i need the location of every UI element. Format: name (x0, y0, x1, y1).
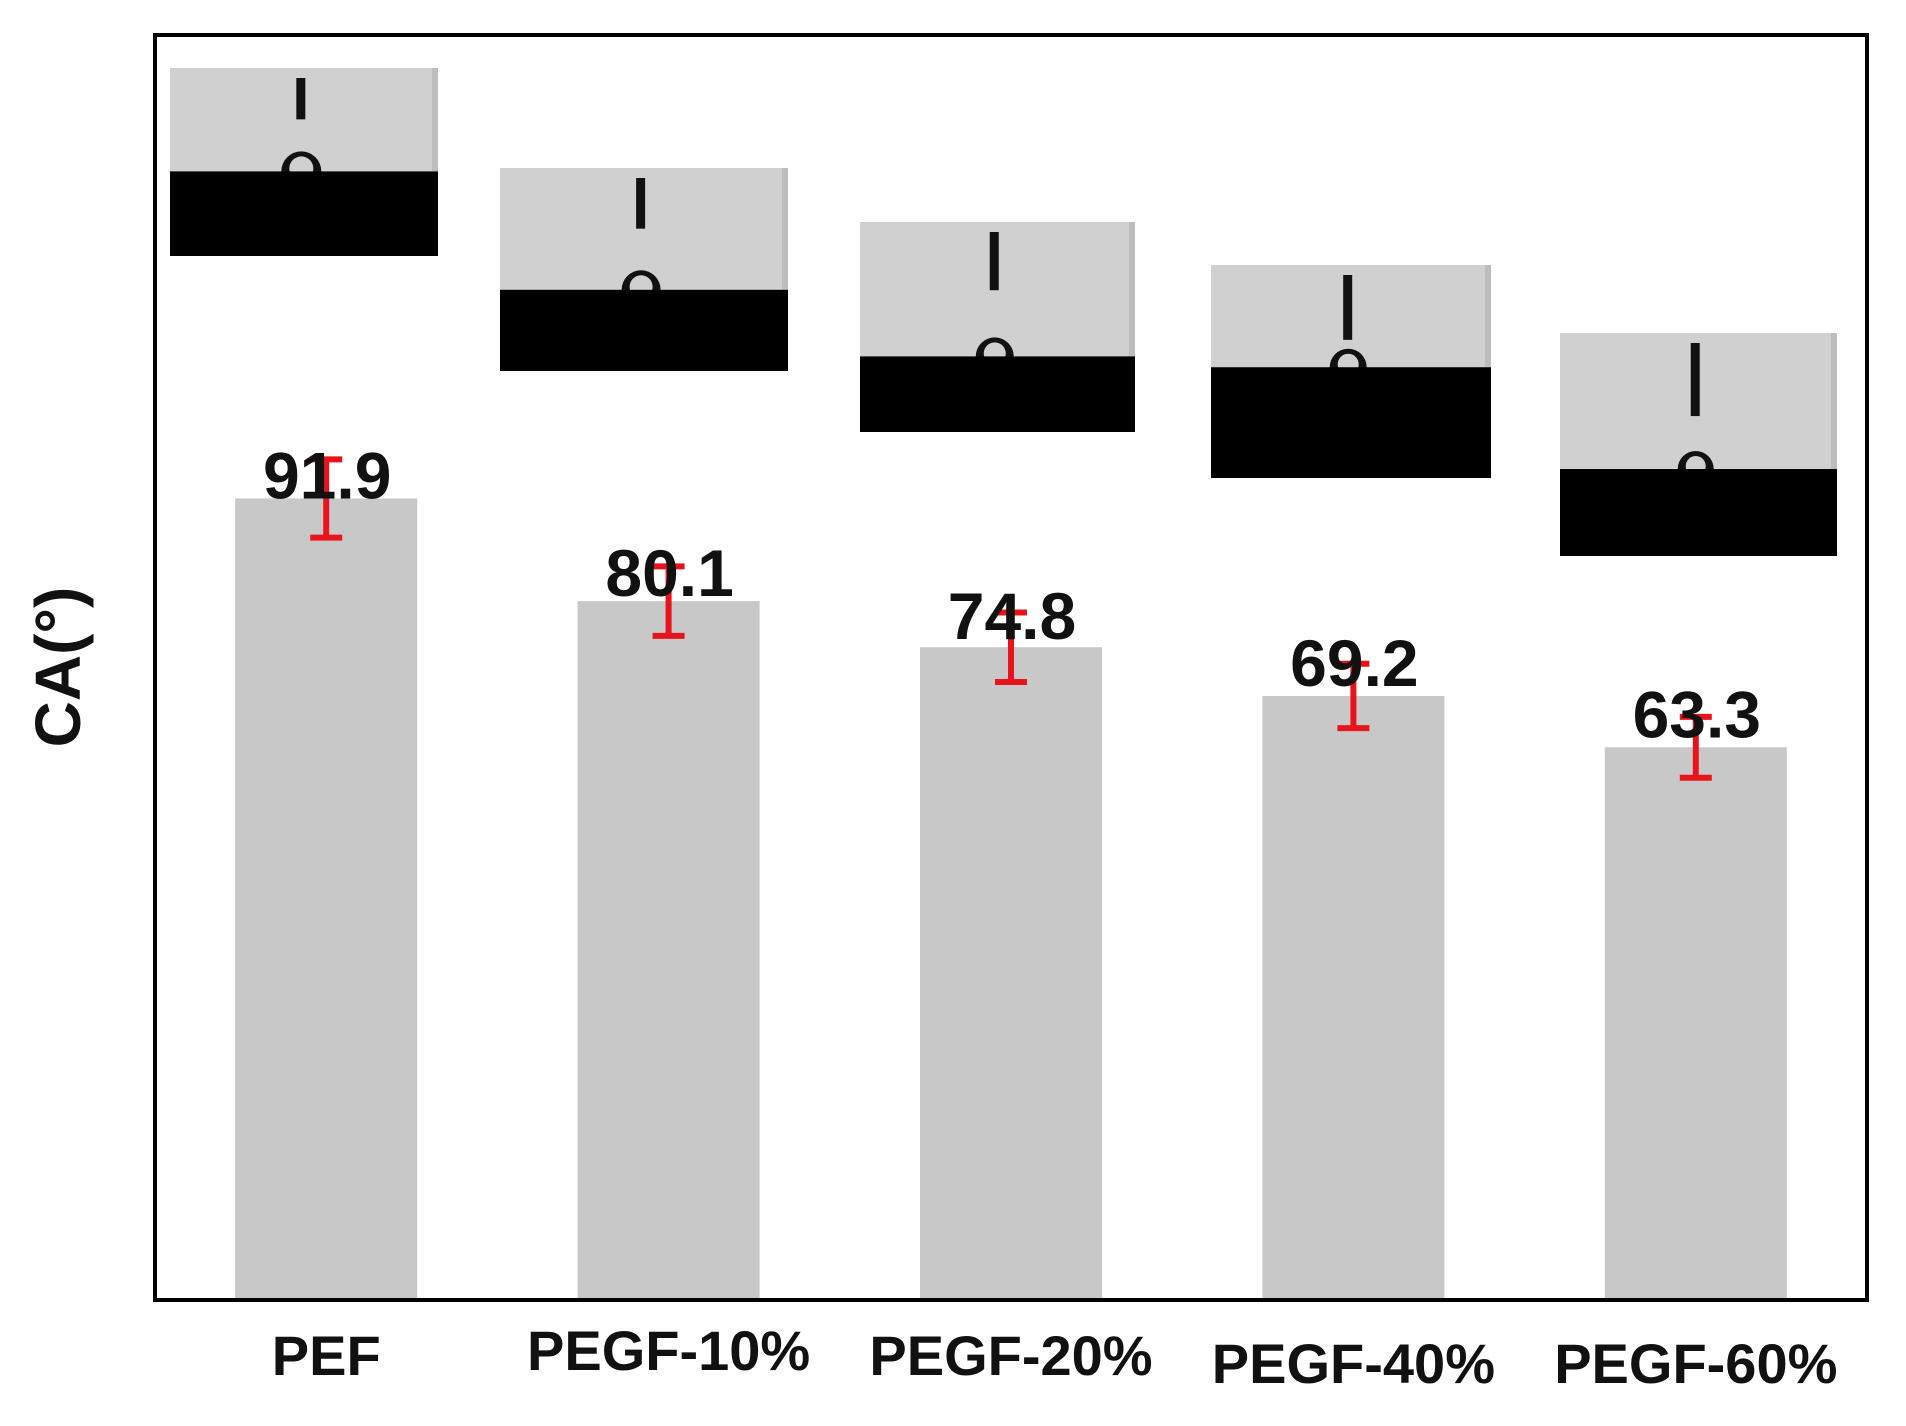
category-label-1: PEF (272, 1324, 381, 1387)
value-label-3: 74.8 (948, 579, 1076, 653)
bars-group (235, 498, 1787, 1299)
y-axis-label: CA(°) (22, 587, 94, 748)
category-label-3: PEGF-20% (869, 1324, 1152, 1387)
category-labels-group: PEF PEGF-10% PEGF-20% PEGF-40% PEGF-60% (272, 1319, 1838, 1395)
category-label-2: PEGF-10% (527, 1319, 810, 1382)
error-bar-3 (995, 609, 1027, 686)
droplet-inset-4 (1211, 265, 1491, 478)
droplet-inset-1 (170, 68, 438, 256)
error-bars-group (310, 456, 1712, 781)
bar-2 (577, 601, 760, 1298)
bar-1 (235, 498, 418, 1299)
droplet-inset-2 (500, 168, 788, 371)
value-label-4: 69.2 (1290, 626, 1418, 700)
plot-frame (153, 33, 1869, 1302)
category-label-5: PEGF-60% (1554, 1332, 1837, 1395)
error-bar-1 (310, 456, 343, 541)
droplet-inset-3 (860, 222, 1135, 432)
droplet-inset-5 (1560, 333, 1837, 556)
value-label-2: 80.1 (605, 536, 733, 610)
value-labels-group: 91.9 80.1 74.8 69.2 63.3 (263, 438, 1761, 751)
error-bar-5 (1679, 713, 1712, 781)
droplet-inset-images (170, 68, 1837, 556)
bar-4 (1262, 695, 1445, 1298)
category-label-4: PEGF-40% (1212, 1332, 1495, 1395)
value-label-5: 63.3 (1633, 677, 1761, 751)
error-bar-4 (1337, 660, 1370, 732)
error-bar-2 (652, 563, 685, 639)
bar-3 (920, 647, 1102, 1298)
value-label-1: 91.9 (263, 438, 391, 512)
bar-5 (1604, 747, 1787, 1298)
